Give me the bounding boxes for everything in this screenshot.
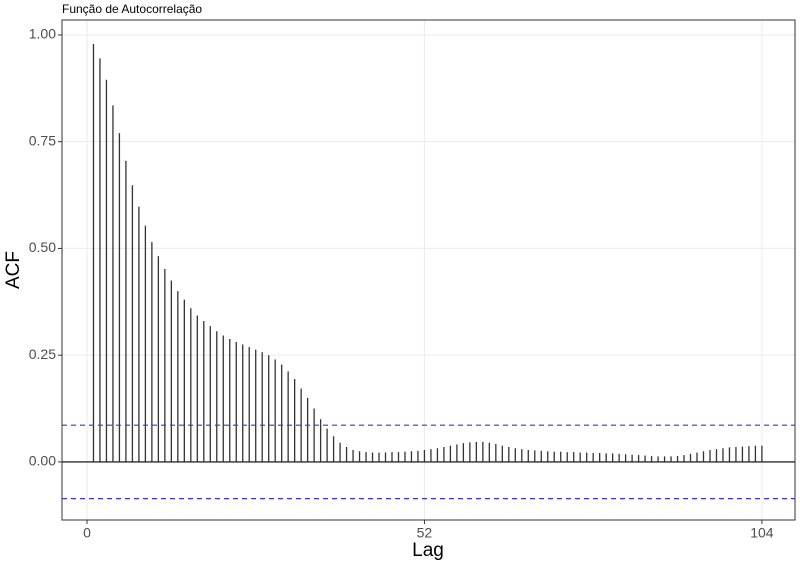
panel-border (61, 19, 796, 521)
x-axis-label: Lag (412, 540, 444, 561)
y-axis-label: ACF (3, 251, 24, 289)
chart-title: Função de Autocorrelação (62, 2, 202, 16)
x-tick-label: 52 (417, 525, 433, 541)
y-tick-label: 0.00 (29, 453, 56, 469)
x-tick-label: 0 (83, 525, 91, 541)
y-tick-label: 0.50 (29, 239, 56, 255)
y-tick-label: 0.75 (29, 132, 56, 148)
y-tick-label: 0.25 (29, 346, 56, 362)
y-tick-label: 1.00 (29, 26, 56, 42)
x-tick-label: 104 (750, 525, 774, 541)
